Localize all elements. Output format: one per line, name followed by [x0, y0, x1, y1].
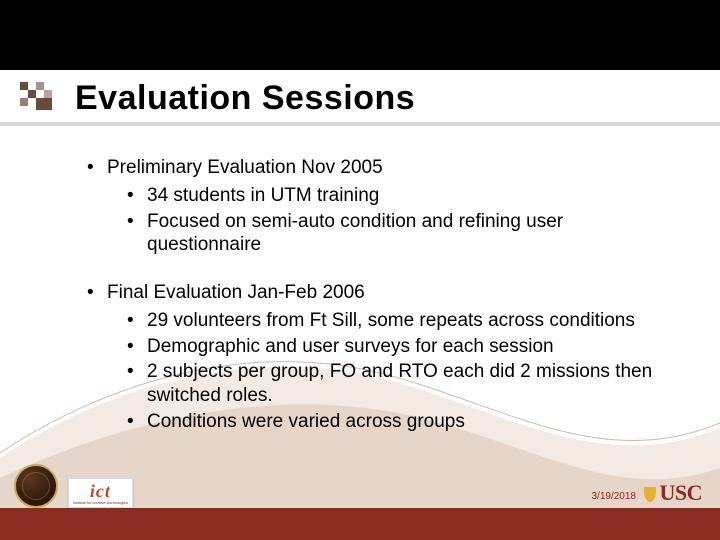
bullet-text: 2 subjects per group, FO and RTO each di…	[147, 361, 652, 406]
bullet-text: 34 students in UTM training	[147, 185, 379, 206]
bullet-text: Demographic and user surveys for each se…	[147, 336, 554, 357]
checker-decoration-icon	[20, 82, 60, 112]
content-area: Preliminary Evaluation Nov 2005 34 stude…	[0, 126, 720, 434]
bullet-l2: 29 volunteers from Ft Sill, some repeats…	[55, 309, 665, 333]
bullet-l2: Conditions were varied across groups	[55, 410, 665, 434]
ict-logo-text: ict	[73, 482, 128, 500]
ict-logo-icon: ict institute for creative technologies	[68, 478, 133, 508]
bullet-text: Conditions were varied across groups	[147, 411, 465, 432]
bullet-l2: Focused on semi-auto condition and refin…	[55, 210, 665, 258]
footer-date: 3/19/2018	[592, 491, 637, 502]
bullet-l2: 34 students in UTM training	[55, 184, 665, 208]
bullet-l2: 2 subjects per group, FO and RTO each di…	[55, 360, 665, 408]
bullet-l1: Preliminary Evaluation Nov 2005	[55, 156, 665, 180]
bullet-text: Focused on semi-auto condition and refin…	[147, 211, 563, 256]
bullet-l2: Demographic and user surveys for each se…	[55, 335, 665, 359]
usc-shield-icon	[644, 487, 656, 502]
top-black-bar	[0, 0, 720, 70]
footer-bar	[0, 508, 720, 540]
title-row: Evaluation Sessions	[0, 70, 720, 126]
usc-logo-icon: USC	[644, 480, 702, 506]
seal-logo-icon	[14, 464, 58, 508]
bullet-l1: Final Evaluation Jan-Feb 2006	[55, 281, 665, 305]
ict-logo-subtext: institute for creative technologies	[73, 501, 128, 505]
bullet-text: Preliminary Evaluation Nov 2005	[107, 157, 383, 178]
usc-logo-text: USC	[659, 480, 702, 506]
bullet-text: Final Evaluation Jan-Feb 2006	[107, 282, 365, 303]
bullet-text: 29 volunteers from Ft Sill, some repeats…	[147, 310, 635, 331]
slide-title: Evaluation Sessions	[75, 79, 415, 118]
bottom-logos: ict institute for creative technologies	[14, 464, 133, 508]
